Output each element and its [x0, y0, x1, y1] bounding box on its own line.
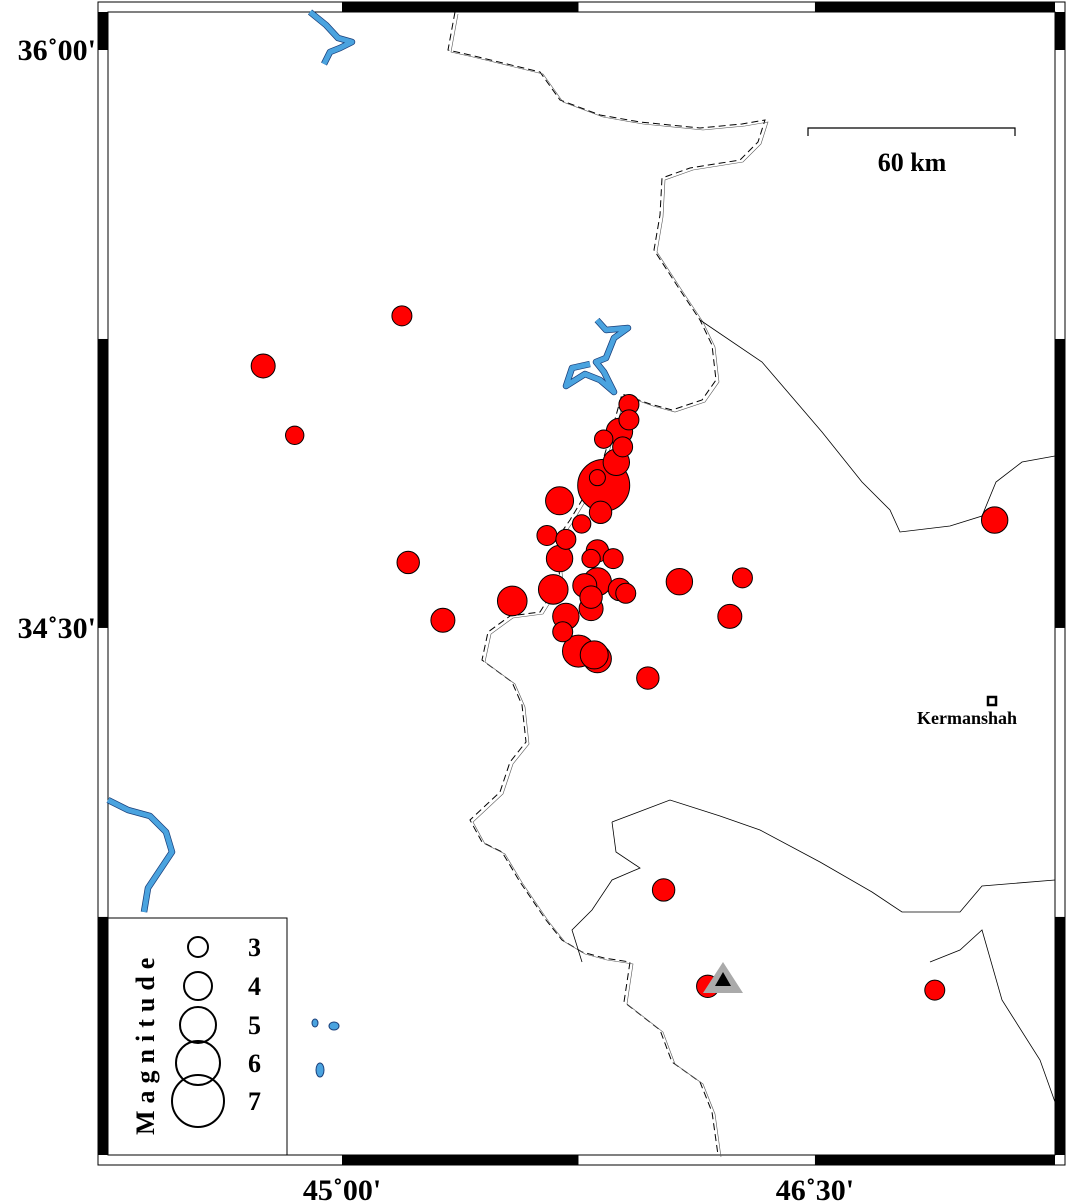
- legend-circle-7: [171, 1074, 225, 1128]
- earthquake-event: [571, 514, 592, 534]
- province-border: [699, 319, 1056, 533]
- earthquake-event: [588, 500, 613, 525]
- earthquake-event: [496, 585, 528, 617]
- river: [563, 318, 631, 395]
- lake: [311, 1018, 319, 1028]
- lon-tick-label: 45˚00': [303, 1174, 381, 1203]
- frame-band: [98, 338, 108, 628]
- legend-circle-4: [183, 971, 213, 1001]
- earthquake-event: [924, 979, 946, 1001]
- earthquake-event: [537, 574, 569, 605]
- legend-circle-6: [175, 1040, 221, 1086]
- earthquake-event: [636, 666, 660, 690]
- earthquake-event: [618, 409, 640, 431]
- earthquake-event: [391, 305, 413, 327]
- earthquake-event: [552, 621, 574, 643]
- frame-band: [342, 2, 579, 12]
- station-triangle-icon: [715, 972, 731, 986]
- earthquake-event: [651, 878, 676, 902]
- scale-bar: 60 km: [807, 127, 1016, 177]
- legend-label-7: 7: [248, 1087, 261, 1116]
- province-border: [611, 799, 1056, 913]
- earthquake-event: [665, 568, 694, 596]
- earthquake-event: [536, 524, 558, 546]
- earthquake-event: [602, 548, 624, 570]
- earthquake-event: [579, 640, 609, 670]
- province-border: [929, 929, 1056, 1103]
- legend-label-5: 5: [248, 1011, 261, 1040]
- earthquake-event: [555, 528, 577, 550]
- earthquake-event: [396, 550, 420, 575]
- province-border: [571, 821, 641, 963]
- legend-label-3: 3: [248, 933, 261, 962]
- legend-label-6: 6: [248, 1049, 261, 1078]
- earthquake-event: [430, 607, 456, 633]
- events-layer: [250, 305, 1009, 1001]
- earthquake-event: [579, 585, 603, 609]
- frame-band: [1055, 12, 1065, 50]
- water-bodies: [106, 9, 632, 1078]
- lat-tick-label: 34˚30': [18, 612, 96, 645]
- lake: [328, 1021, 340, 1031]
- scale-bar-label: 60 km: [878, 148, 947, 177]
- legend: Magnitude 3 4 5 6 7: [107, 917, 288, 1156]
- lat-tick-label: 36˚00': [18, 34, 96, 67]
- earthquake-event: [581, 548, 601, 569]
- earthquake-event: [588, 469, 606, 487]
- earthquake-event: [593, 429, 614, 449]
- frame-band: [342, 1155, 579, 1165]
- earthquake-event: [285, 425, 305, 445]
- lake: [315, 1062, 325, 1078]
- tick-labels: 45˚00' 46˚30' 36˚00' 34˚30': [18, 34, 854, 1203]
- earthquake-event: [250, 353, 276, 379]
- river: [106, 797, 175, 913]
- frame-band: [1055, 916, 1065, 1155]
- earthquake-event: [731, 567, 753, 589]
- earthquake-event: [717, 603, 743, 629]
- earthquake-event: [612, 436, 634, 458]
- city-label: Kermanshah: [917, 708, 1017, 728]
- river: [308, 10, 355, 66]
- legend-circle-3: [187, 936, 209, 958]
- city-kermanshah: Kermanshah: [917, 695, 1017, 728]
- earthquake-event: [980, 506, 1009, 534]
- frame-band: [98, 12, 108, 50]
- frame-band: [98, 916, 108, 1155]
- station: [703, 962, 743, 993]
- frame-band: [814, 2, 1055, 12]
- city-marker-icon: [986, 695, 998, 707]
- frame-band: [1055, 338, 1065, 628]
- legend-circle-5: [179, 1006, 217, 1044]
- lon-tick-label: 46˚30': [776, 1174, 854, 1203]
- frame-band: [814, 1155, 1055, 1165]
- earthquake-event: [615, 582, 637, 604]
- legend-title: Magnitude: [131, 951, 160, 1135]
- earthquake-event: [545, 486, 575, 516]
- legend-label-4: 4: [248, 972, 261, 1001]
